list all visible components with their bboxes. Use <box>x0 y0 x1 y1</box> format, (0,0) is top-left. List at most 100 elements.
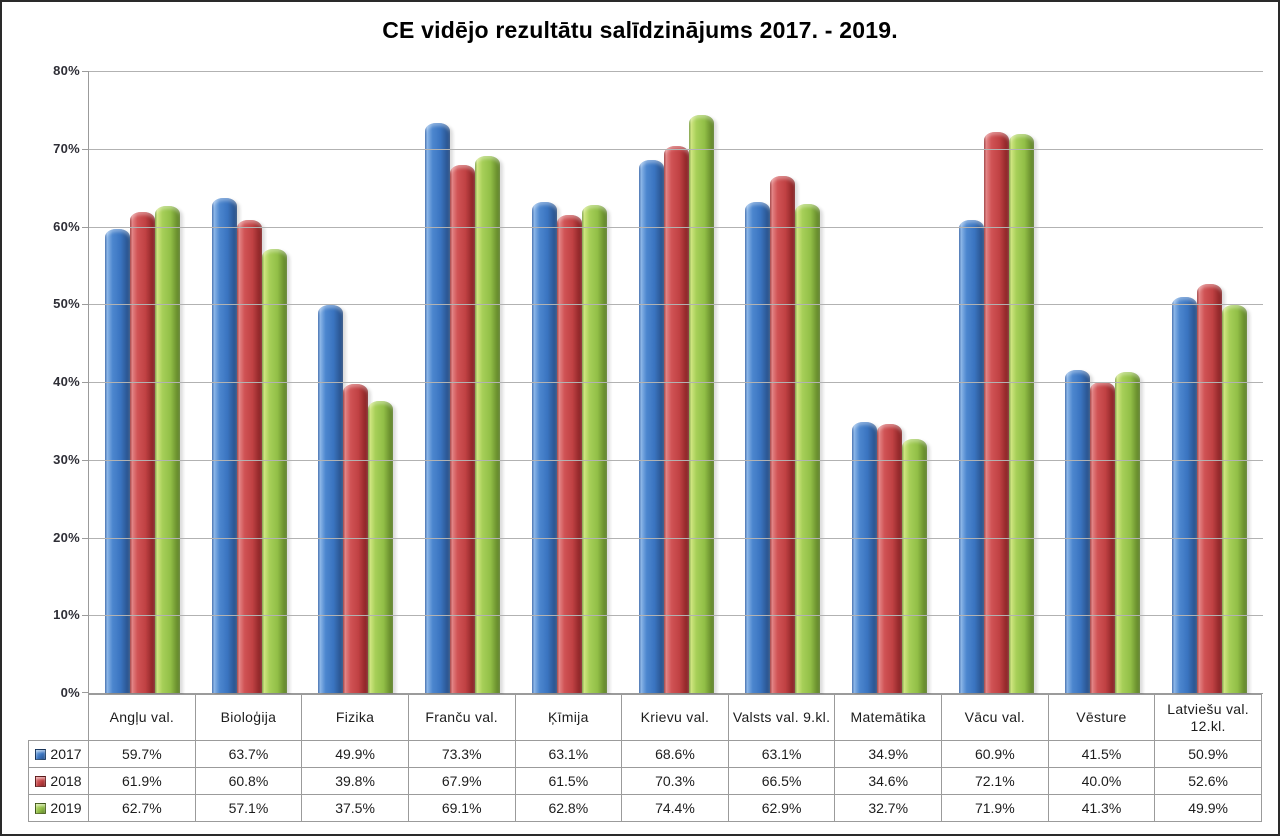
y-axis-label-80: 80% <box>53 63 80 78</box>
y-tick-0 <box>82 692 89 693</box>
value-cell-2019-8: 71.9% <box>941 794 1049 822</box>
bar-2018-10 <box>1197 284 1223 693</box>
y-tick-50 <box>82 304 89 306</box>
value-cell-2017-9: 41.5% <box>1047 740 1156 768</box>
bar-2018-4 <box>556 214 582 693</box>
value-cell-2018-4: 61.5% <box>514 767 623 795</box>
table-row-2017: 2017 59.7% 63.7% 49.9% 73.3% 63.1% 68.6% 63.1% 3… <box>28 740 1262 768</box>
bar-2017-1 <box>211 197 237 693</box>
data-table: Angļu val. Bioloģija Fizika Franču val. Ķīmi… <box>28 694 1262 822</box>
value-cell-2018-8: 72.1% <box>941 767 1049 795</box>
category-header-8: Vācu val. <box>941 694 1049 741</box>
value-cell-2017-6: 63.1% <box>727 740 836 768</box>
value-cell-2018-3: 67.9% <box>407 767 516 795</box>
y-tick-70 <box>82 148 89 150</box>
value-cell-2017-4: 63.1% <box>514 740 623 768</box>
y-axis-label-0: 0% <box>60 685 80 700</box>
value-cell-2018-9: 40.0% <box>1047 767 1156 795</box>
gridline-20 <box>89 537 1263 539</box>
bar-2019-9 <box>1115 371 1141 693</box>
y-tick-10 <box>82 615 89 617</box>
bar-2019-8 <box>1008 133 1034 693</box>
y-axis-label-20: 20% <box>53 529 80 545</box>
value-cell-2018-7: 34.6% <box>834 767 942 795</box>
bar-2017-10 <box>1172 297 1198 693</box>
bar-2017-5 <box>638 159 664 693</box>
bar-2019-4 <box>581 204 607 693</box>
category-header-5: Krievu val. <box>621 694 729 741</box>
legend-cell-2018: 2018 <box>28 767 89 795</box>
bar-2019-1 <box>261 249 287 693</box>
gridline-80 <box>89 71 1263 72</box>
bar-2017-8 <box>958 219 984 693</box>
y-axis-label-30: 30% <box>53 451 80 467</box>
y-tick-60 <box>82 226 89 228</box>
value-cell-2018-10: 52.6% <box>1154 767 1262 795</box>
bar-2018-6 <box>770 175 796 693</box>
table-row-2019: 2019 62.7% 57.1% 37.5% 69.1% 62.8% 74.4% 62.9% 3… <box>28 794 1262 822</box>
value-cell-2019-4: 62.8% <box>514 794 623 822</box>
value-cell-2019-10: 49.9% <box>1154 794 1262 822</box>
category-header-10: Latviešu val. 12.kl. <box>1154 694 1262 741</box>
y-tick-40 <box>82 382 89 383</box>
gridline-50 <box>89 304 1263 306</box>
legend-label-2017: 2017 <box>50 746 82 762</box>
value-cell-2019-5: 74.4% <box>621 794 729 822</box>
bar-2019-6 <box>795 203 821 693</box>
bar-group-7 <box>836 71 943 693</box>
bar-group-1 <box>196 71 303 693</box>
bar-2019-7 <box>902 438 927 693</box>
bar-2017-9 <box>1065 370 1091 693</box>
legend-swatch-icon-2018 <box>35 776 47 787</box>
gridline-70 <box>89 148 1263 150</box>
chart-title: CE vidējo rezultātu salīdzinājums 2017. … <box>382 17 898 43</box>
value-cell-2019-0: 62.7% <box>88 794 196 822</box>
bar-2018-1 <box>236 220 262 693</box>
y-axis-label-60: 60% <box>53 218 80 234</box>
value-cell-2019-7: 32.7% <box>834 794 942 822</box>
bar-group-5 <box>623 71 730 693</box>
category-header-3: Franču val. <box>407 694 516 741</box>
bar-group-3 <box>409 71 516 693</box>
value-cell-2018-2: 39.8% <box>301 767 409 795</box>
value-cell-2017-0: 59.7% <box>88 740 196 768</box>
y-axis-label-50: 50% <box>53 296 80 312</box>
bar-group-4 <box>516 71 623 693</box>
bar-group-10 <box>1156 71 1263 693</box>
bar-2017-6 <box>745 202 771 693</box>
category-header-7: Matemātika <box>834 694 942 741</box>
value-cell-2018-5: 70.3% <box>621 767 729 795</box>
bar-2018-3 <box>450 165 476 693</box>
bar-groups <box>89 71 1263 693</box>
category-header-6: Valsts val. 9.kl. <box>727 694 836 741</box>
value-cell-2017-2: 49.9% <box>301 740 409 768</box>
value-cell-2018-0: 61.9% <box>88 767 196 795</box>
y-tick-20 <box>82 537 89 539</box>
bar-2017-4 <box>531 202 557 693</box>
table-header-row: Angļu val. Bioloģija Fizika Franču val. Ķīmi… <box>29 694 1262 741</box>
value-cell-2019-9: 41.3% <box>1047 794 1156 822</box>
bar-2017-2 <box>318 305 344 693</box>
value-cell-2018-6: 66.5% <box>727 767 836 795</box>
bar-2017-7 <box>852 421 877 693</box>
bar-2018-0 <box>129 211 155 693</box>
bar-2019-5 <box>688 114 714 693</box>
category-header-1: Bioloģija <box>194 694 303 741</box>
value-cell-2017-5: 68.6% <box>621 740 729 768</box>
bar-2018-8 <box>983 132 1009 693</box>
table-row-2018: 2018 61.9% 60.8% 39.8% 67.9% 61.5% 70.3% 66.5% 3… <box>28 767 1262 795</box>
legend-swatch-icon-2019 <box>35 803 47 814</box>
value-cell-2017-3: 73.3% <box>407 740 516 768</box>
gridline-10 <box>89 615 1263 617</box>
bar-group-6 <box>729 71 836 693</box>
plot-area <box>82 71 1263 694</box>
category-header-0: Angļu val. <box>88 694 196 741</box>
y-tick-30 <box>82 459 89 461</box>
category-header-2: Fizika <box>301 694 409 741</box>
y-axis-label-40: 40% <box>53 374 80 389</box>
y-axis-label-70: 70% <box>53 140 80 156</box>
gridline-60 <box>89 226 1263 228</box>
value-cell-2017-1: 63.7% <box>194 740 303 768</box>
value-cell-2017-8: 60.9% <box>941 740 1049 768</box>
